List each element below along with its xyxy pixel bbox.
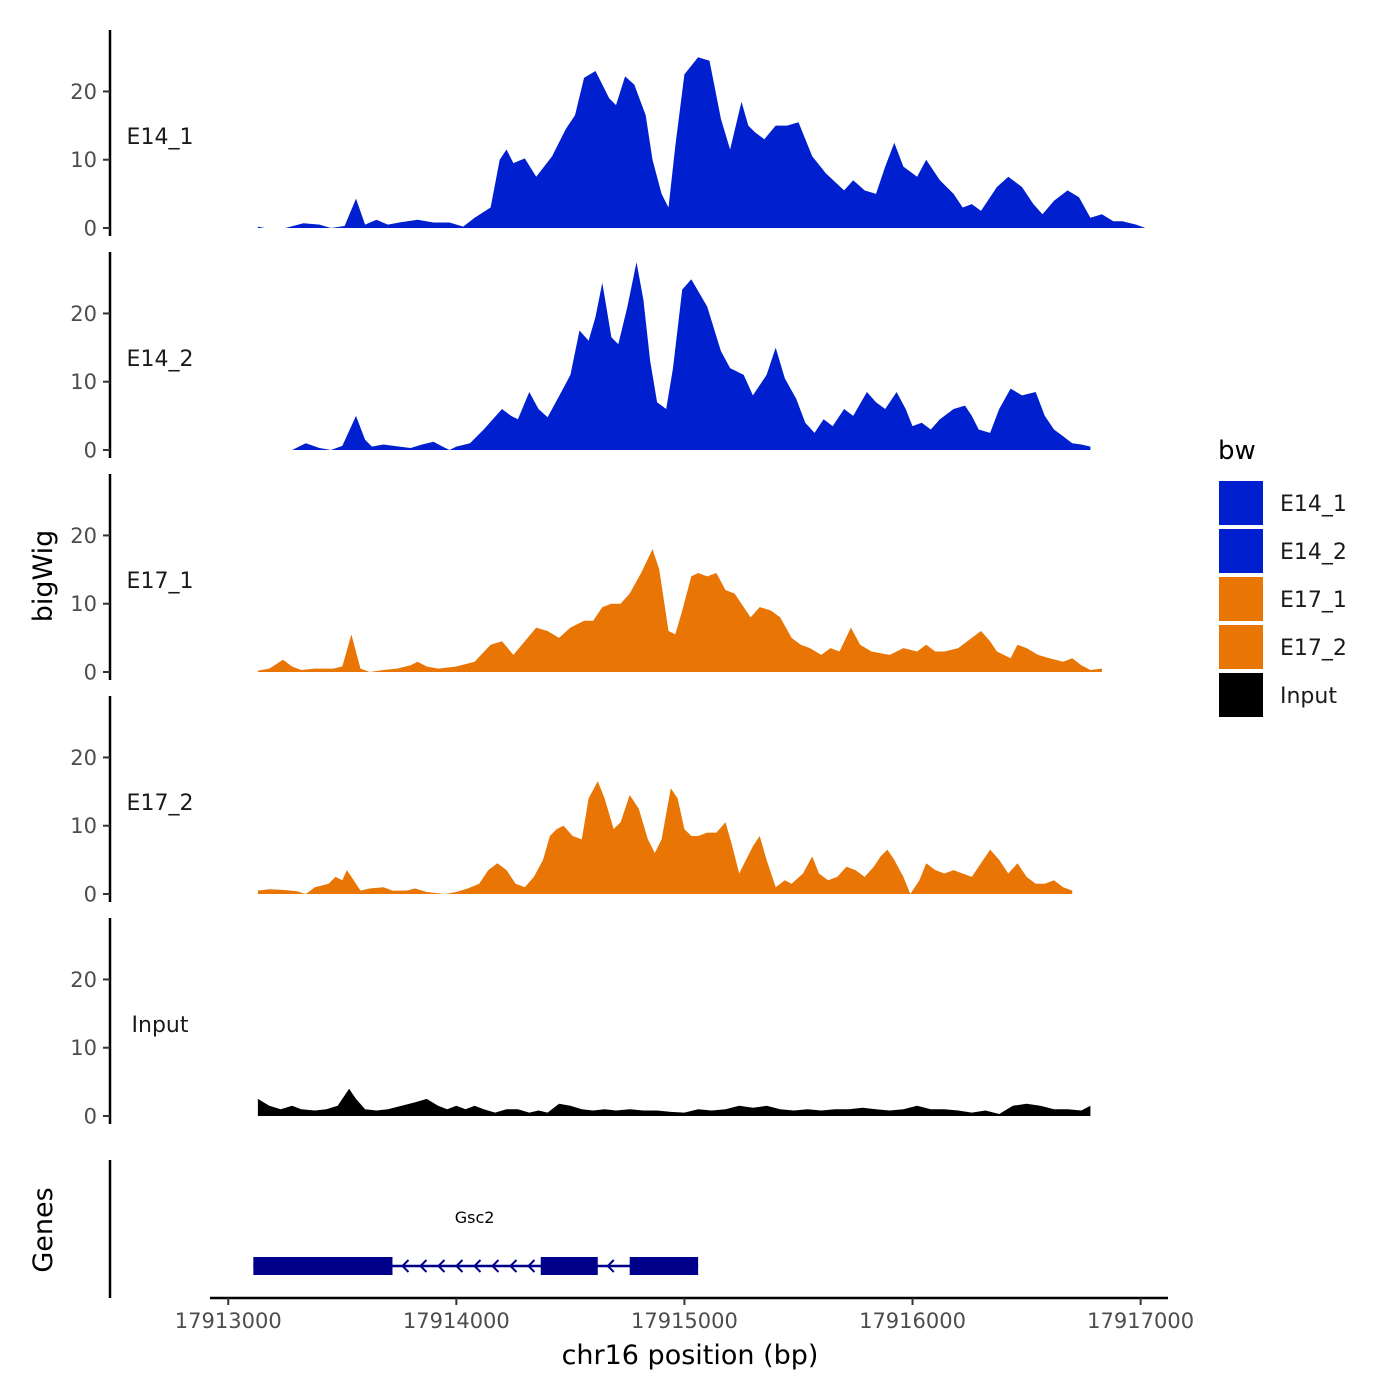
y-tick-label: 0	[84, 1105, 97, 1129]
gene-exon	[629, 1257, 699, 1275]
strand-arrow	[473, 1259, 482, 1273]
panel-Input: 0 10 20 Input	[70, 918, 1091, 1129]
legend-swatch	[1217, 623, 1265, 671]
legend-label: E17_2	[1280, 636, 1347, 661]
strand-arrow	[401, 1259, 410, 1273]
area-Input	[257, 1088, 1091, 1116]
y-tick-label: 0	[84, 217, 97, 241]
strand-arrow	[437, 1259, 446, 1273]
y-tick-label: 20	[70, 302, 97, 326]
legend-label: E14_1	[1280, 492, 1347, 517]
strand-arrow	[455, 1259, 464, 1273]
strand-arrow	[527, 1259, 536, 1273]
y-tick-label: 20	[70, 80, 97, 104]
gene-exon	[253, 1257, 393, 1275]
area-E14_1	[257, 57, 1146, 228]
x-tick-label: 17917000	[1087, 1309, 1194, 1333]
legend: bw E14_1 E14_2 E17_1 E17_2 Input	[1217, 436, 1347, 719]
area-E14_2	[292, 262, 1091, 450]
track-label: Input	[132, 1013, 189, 1038]
panel-E17_1: 0 10 20 E17_1	[70, 474, 1102, 685]
y-tick-label: 10	[70, 148, 97, 172]
y-tick-label: 0	[84, 883, 97, 907]
legend-label: Input	[1280, 684, 1337, 709]
y-tick-label: 0	[84, 439, 97, 463]
legend-swatch	[1217, 527, 1265, 575]
panel-E14_2: 0 10 20 E14_2	[70, 252, 1091, 463]
track-label: E17_2	[127, 791, 194, 816]
track-label: E17_1	[127, 569, 194, 594]
y-tick-label: 20	[70, 746, 97, 770]
gene-track: Gsc2	[108, 1160, 699, 1298]
area-E17_1	[257, 549, 1102, 672]
x-axis-title: chr16 position (bp)	[562, 1340, 819, 1371]
y-tick-label: 20	[70, 524, 97, 548]
signal-panels: 0 10 20 E14_1 0 10 20 E14_2 0 10 20 E17_1 0 10 20 E17_2…	[70, 30, 1146, 1129]
legend-label: E14_2	[1280, 540, 1347, 565]
y-tick-label: 20	[70, 968, 97, 992]
strand-arrow	[419, 1259, 428, 1273]
x-tick-label: 17915000	[631, 1309, 738, 1333]
strand-arrow	[491, 1259, 500, 1273]
x-tick-label: 17914000	[403, 1309, 510, 1333]
track-label: E14_1	[127, 125, 194, 150]
track-label: E14_2	[127, 347, 194, 372]
gene-track-title: Genes	[28, 1187, 59, 1272]
y-axis-title: bigWig	[28, 530, 59, 623]
legend-swatch	[1217, 479, 1265, 527]
panel-E17_2: 0 10 20 E17_2	[70, 696, 1073, 907]
x-axis: 17913000 17914000 17915000 17916000 17917000	[175, 1296, 1194, 1333]
legend-title: bw	[1218, 436, 1256, 466]
area-E17_2	[257, 781, 1073, 894]
y-tick-label: 10	[70, 814, 97, 838]
y-tick-label: 10	[70, 1036, 97, 1060]
x-tick-label: 17913000	[175, 1309, 282, 1333]
gene-name-label: Gsc2	[455, 1208, 495, 1227]
gene-exon	[540, 1257, 598, 1275]
strand-arrow	[606, 1259, 615, 1273]
y-tick-label: 0	[84, 661, 97, 685]
y-tick-label: 10	[70, 592, 97, 616]
legend-swatch	[1217, 671, 1265, 719]
strand-arrow	[509, 1259, 518, 1273]
x-tick-label: 17916000	[859, 1309, 966, 1333]
legend-swatch	[1217, 575, 1265, 623]
legend-label: E17_1	[1280, 588, 1347, 613]
panel-E14_1: 0 10 20 E14_1	[70, 30, 1146, 241]
y-tick-label: 10	[70, 370, 97, 394]
